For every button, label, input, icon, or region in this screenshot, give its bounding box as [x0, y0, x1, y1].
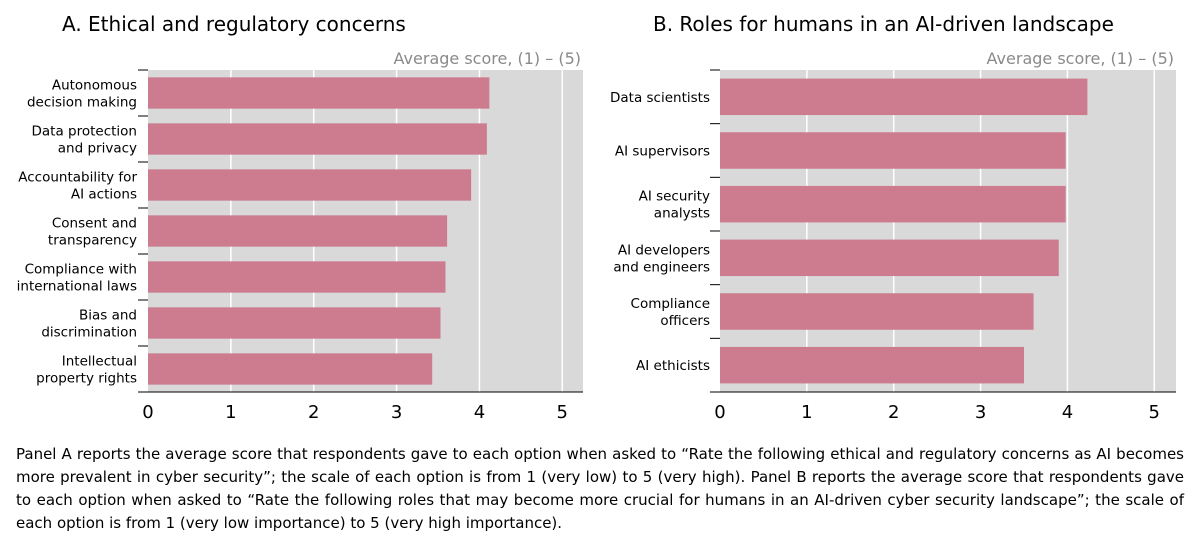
- panel-a: A. Ethical and regulatory concerns Avera…: [0, 0, 590, 430]
- panel-b-bar: [720, 185, 1066, 223]
- panel-b-bar: [720, 346, 1024, 384]
- panel-a-bar: [148, 215, 448, 247]
- panel-b: B. Roles for humans in an AI-driven land…: [600, 0, 1200, 430]
- panel-b-x-tick-label: 5: [1149, 402, 1160, 423]
- panel-b-bar: [720, 239, 1059, 277]
- panel-b-category-label: AI developers and engineers: [613, 242, 710, 275]
- panel-a-bar: [148, 77, 490, 109]
- panel-b-category-label: AI ethicists: [636, 358, 710, 374]
- panel-b-x-tick-label: 1: [801, 402, 812, 423]
- panel-a-x-tick-label: 2: [308, 402, 319, 423]
- panel-a-x-tick-label: 4: [474, 402, 485, 423]
- panel-b-bar: [720, 293, 1034, 330]
- panel-b-title: B. Roles for humans in an AI-driven land…: [653, 12, 1114, 36]
- panel-a-category-label: Data protection and privacy: [32, 124, 138, 157]
- figure-caption: Panel A reports the average score that r…: [16, 445, 1184, 532]
- panel-a-title: A. Ethical and regulatory concerns: [62, 12, 406, 36]
- panel-b-unit-label: Average score, (1) – (5): [987, 49, 1174, 68]
- panel-a-bar: [148, 307, 441, 339]
- panel-b-bar: [720, 132, 1066, 169]
- panel-a-bar: [148, 169, 472, 201]
- panel-b-plot-area: [720, 70, 1176, 392]
- panel-b-category-label: AI supervisors: [615, 144, 710, 160]
- panel-a-category-label: Bias and discrimination: [41, 308, 137, 341]
- panel-a-bar: [148, 261, 446, 293]
- panel-a-category-label: Consent and transparency: [48, 216, 137, 249]
- panel-b-x-tick-label: 0: [714, 402, 725, 423]
- panel-a-x-tick-label: 3: [391, 402, 402, 423]
- panel-b-x-tick-label: 3: [975, 402, 986, 423]
- panel-a-unit-label: Average score, (1) – (5): [394, 49, 581, 68]
- panel-a-category-label: Autonomous decision making: [27, 78, 137, 111]
- panel-a-category-label: Compliance with international laws: [17, 262, 137, 295]
- panel-a-bar: [148, 353, 433, 385]
- panel-b-bar: [720, 78, 1088, 116]
- panel-a-x-tick-label: 5: [557, 402, 568, 423]
- panel-a-x-tick-label: 0: [142, 402, 153, 423]
- panel-a-bar: [148, 123, 487, 155]
- panel-a-x-tick-label: 1: [225, 402, 236, 423]
- panel-b-category-label: AI security analysts: [639, 189, 710, 222]
- panel-a-category-label: Intellectual property rights: [36, 354, 137, 387]
- panel-b-category-label: Compliance officers: [631, 296, 710, 329]
- panel-a-category-label: Accountability for AI actions: [18, 170, 137, 203]
- panel-a-chart: Average score, (1) – (5) Autonomous decisi…: [17, 49, 583, 423]
- panel-b-x-tick-label: 2: [888, 402, 899, 423]
- panel-b-x-tick-label: 4: [1062, 402, 1073, 423]
- panel-b-category-label: Data scientists: [610, 90, 710, 106]
- panel-b-chart: Average score, (1) – (5) Data scientists A…: [610, 49, 1176, 423]
